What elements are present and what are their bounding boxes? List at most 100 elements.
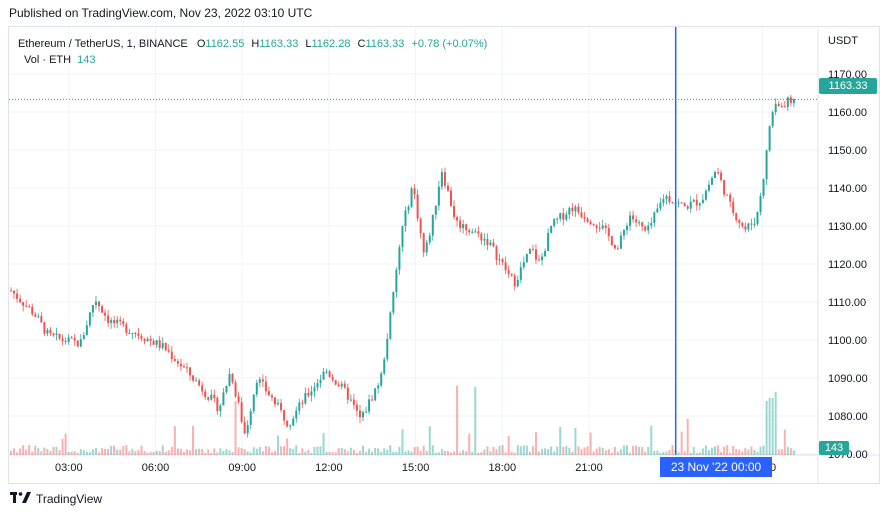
volume-bar (113, 445, 116, 455)
volume-value: 143 (77, 54, 96, 66)
candle-body (416, 194, 419, 219)
candle-body (601, 225, 604, 229)
volume-bar (616, 451, 619, 455)
candle-body (553, 219, 556, 226)
volume-bar (389, 445, 392, 455)
volume-bar (79, 449, 82, 455)
candle-body (771, 112, 774, 127)
volume-bar (595, 448, 598, 455)
volume-bar (322, 432, 325, 455)
candle-body (459, 220, 462, 229)
volume-bar (641, 447, 644, 455)
volume-bar (310, 452, 313, 455)
volume-bar (695, 452, 698, 455)
x-tick-label: 18:00 (489, 462, 517, 474)
candle-body (274, 397, 277, 405)
volume-bar (249, 452, 252, 455)
candle-body (167, 350, 170, 352)
volume-bar (553, 451, 556, 455)
candle-body (131, 332, 134, 334)
volume-bar (346, 451, 349, 455)
volume-bar (49, 450, 52, 455)
volume-bar (589, 432, 592, 455)
candle-body (583, 217, 586, 219)
candle-body (164, 343, 167, 351)
volume-bar (307, 449, 310, 455)
volume-bar (437, 452, 440, 455)
volume-bar (741, 451, 744, 455)
volume-bar (622, 445, 625, 455)
candle-body (107, 315, 110, 323)
candle-body (756, 211, 759, 224)
chart-legend: Ethereum / TetherUS, 1, BINANCE O1162.55… (18, 36, 487, 68)
candle-body (486, 238, 489, 245)
volume-bar (559, 426, 562, 455)
volume-bar (528, 451, 531, 455)
candle-body (440, 172, 443, 187)
candle-body (176, 361, 179, 364)
volume-bar (407, 450, 410, 455)
volume-bar (143, 450, 146, 455)
candle-body (504, 262, 507, 271)
candle-body (143, 338, 146, 342)
high-value: 1163.33 (259, 38, 299, 50)
volume-bar (204, 452, 207, 455)
volume-bar (198, 448, 201, 455)
candle-body (301, 402, 304, 404)
volume-bar (292, 449, 295, 455)
volume-bar (365, 452, 368, 455)
candle-body (152, 340, 155, 345)
volume-bar (783, 429, 786, 455)
volume-bar (629, 452, 632, 455)
volume-bar (786, 446, 789, 455)
volume-bar (368, 448, 371, 455)
volume-bar (586, 446, 589, 455)
chart-frame (8, 26, 880, 484)
candle-body (431, 214, 434, 236)
candle-body (650, 223, 653, 226)
volume-bar (286, 438, 289, 455)
volume-bar (340, 447, 343, 455)
volume-bar (134, 451, 137, 455)
volume-bar (735, 448, 738, 455)
volume-bar (128, 451, 131, 455)
candle-body (641, 222, 644, 227)
candle-body (204, 391, 207, 398)
candle-body (349, 399, 352, 401)
volume-bar (334, 452, 337, 455)
candle-body (343, 383, 346, 388)
candle-body (789, 97, 792, 104)
volume-bar (428, 426, 431, 455)
volume-bar (440, 449, 443, 455)
candle-body (228, 373, 231, 386)
volume-bar (283, 446, 286, 455)
volume-bar (474, 386, 477, 455)
candle-body (519, 267, 522, 280)
volume-bar (753, 449, 756, 455)
candle-body (225, 385, 228, 393)
volume-bar (750, 446, 753, 455)
candle-body (732, 201, 735, 213)
volume-bar (104, 448, 107, 455)
volume-bar (261, 451, 264, 455)
candle-body (98, 301, 101, 307)
x-tick-label: 06:00 (142, 462, 170, 474)
volume-bar (25, 449, 28, 455)
volume-bar (234, 401, 237, 455)
volume-bar (486, 446, 489, 455)
candle-body (550, 225, 553, 233)
candle-body (192, 375, 195, 381)
volume-bar (492, 446, 495, 455)
candle-body (198, 380, 201, 386)
candle-body (261, 379, 264, 382)
volume-label: Vol · ETH (24, 54, 72, 66)
candle-body (723, 179, 726, 195)
candle-body (43, 322, 46, 334)
volume-bar (76, 452, 79, 455)
candle-body (780, 105, 783, 107)
volume-bar (58, 450, 61, 455)
candle-body (753, 223, 756, 225)
volume-bar (192, 426, 195, 455)
x-tick-label: 09:00 (228, 462, 256, 474)
